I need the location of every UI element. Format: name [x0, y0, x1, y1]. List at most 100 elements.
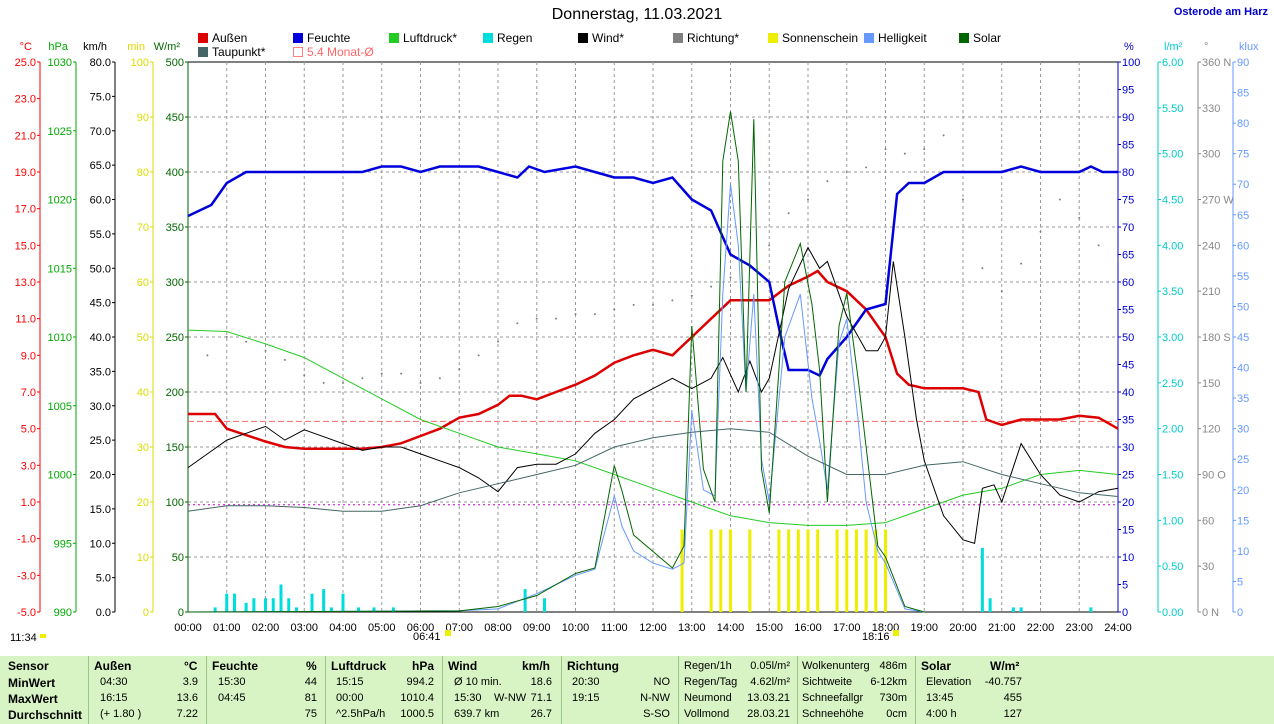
x-tick-label: 04:00 [329, 622, 357, 634]
y-tick-label: 75.0 [90, 91, 111, 103]
legend-label: Regen [497, 31, 533, 45]
stats-cell: 7.22 [176, 708, 198, 720]
y-tick-label: 10 [137, 552, 149, 564]
stats-cell: 04:45 [218, 692, 246, 704]
y-tick-label: 150 [1202, 378, 1220, 390]
y-tick-label: 1.00 [1162, 515, 1183, 527]
y-tick-label: 60.0 [90, 195, 111, 207]
sunrise-marker: 06:41 [413, 631, 441, 643]
series-line-solar [187, 111, 925, 613]
y-tick-label: 40.0 [90, 332, 111, 344]
y-tick-label: 50 [137, 332, 149, 344]
y-tick-label: 10 [1122, 552, 1134, 564]
legend-item: Richtung* [673, 31, 739, 45]
y-tick-label: 990 [54, 607, 72, 619]
y-tick-label: 80 [1237, 118, 1249, 130]
location-label: Osterode am Harz [1173, 6, 1268, 18]
direction-point [923, 148, 926, 151]
legend-item: Wind* [578, 31, 624, 45]
legend-label: Richtung* [687, 31, 740, 45]
y-tick-label: 995 [54, 538, 72, 550]
y-tick-label: 1000 [48, 470, 72, 482]
rain-bar [523, 589, 527, 612]
y-tick-label: 21.0 [15, 130, 36, 142]
y-tick-label: 19.0 [15, 167, 36, 179]
x-tick-label: 08:00 [484, 622, 512, 634]
x-tick-label: 00:00 [174, 622, 202, 634]
sunset-marker: 18:16 [862, 631, 890, 643]
legend-item: 5.4 Monat-Ø [293, 45, 374, 59]
stats-extra-cell: 730m [879, 692, 907, 704]
legend-label: Sonnenschein [782, 31, 859, 45]
y-tick-label: -3.0 [17, 570, 36, 582]
y-tick-label: 60 [1237, 240, 1249, 252]
stats-cell: 15:15 [336, 676, 364, 688]
sunshine-bar [854, 529, 858, 612]
y-tick-label: 1015 [48, 263, 72, 275]
stats-header-solar: Solar [921, 659, 952, 673]
legend-item: Außen [198, 31, 247, 45]
y-tick-label: 2.00 [1162, 424, 1183, 436]
direction-point [942, 134, 945, 137]
y-tick-label: 500 [166, 57, 184, 69]
y-tick-label: 25 [1237, 454, 1249, 466]
x-tick-label: 18:00 [872, 622, 900, 634]
y-tick-label: 55.0 [90, 229, 111, 241]
y-tick-label: 4.50 [1162, 195, 1183, 207]
y-tick-label: 40 [137, 387, 149, 399]
direction-point [225, 336, 228, 338]
legend-label: 5.4 Monat-Ø [307, 45, 374, 59]
stats-extra-cell: Wolkenunterg [802, 660, 870, 672]
x-tick-label: 03:00 [290, 622, 318, 634]
stats-cell: 15:30 [218, 676, 246, 688]
sunshine-bar [680, 529, 684, 612]
stats-cell: 00:00 [336, 692, 364, 704]
y-tick-label: 5.50 [1162, 103, 1183, 115]
legend-swatch [768, 33, 778, 43]
y-tick-label: 20 [1122, 497, 1134, 509]
y-tick-label: 40 [1237, 363, 1249, 375]
series-line-feuchte [187, 165, 1118, 378]
stats-header-aussen: Außen [94, 659, 132, 673]
y-tick-label: 1005 [48, 401, 72, 413]
y-tick-label: 30 [1202, 561, 1214, 573]
y-tick-label: 15 [1237, 515, 1249, 527]
rain-bar [225, 593, 229, 612]
stats-cell: 26.7 [530, 708, 552, 720]
direction-point [613, 308, 616, 311]
stats-cell: Ø 10 min. [454, 676, 502, 688]
rain-bar [1089, 607, 1093, 612]
legend-item: Sonnenschein [768, 31, 858, 45]
y-tick-label: 10 [1237, 546, 1249, 558]
sunshine-bar [845, 529, 849, 612]
y-tick-label: 60 [137, 277, 149, 289]
y-tick-label: 95 [1122, 85, 1134, 97]
stats-cell: -40.757 [984, 676, 1022, 688]
stats-cell: 1010.4 [400, 692, 434, 704]
y-tick-label: 30 [1237, 424, 1249, 436]
y-tick-label: 25.0 [15, 57, 36, 69]
stats-extra-cell: Regen/Tag [684, 676, 738, 688]
direction-point [884, 148, 887, 151]
y-tick-label: 1025 [48, 126, 72, 138]
y-tick-label: 25.0 [90, 435, 111, 447]
y-tick-label: 75 [1122, 195, 1134, 207]
sunshine-bar [816, 529, 820, 612]
rain-bar [244, 602, 248, 612]
legend-swatch [578, 33, 588, 43]
y-tick-label: 90 [1237, 57, 1249, 69]
stats-cell: (+ 1.80 ) [100, 708, 142, 720]
y-tick-label: 60 [1202, 515, 1214, 527]
direction-point [574, 313, 577, 316]
y-tick-label: 15.0 [15, 240, 36, 252]
rain-bar [1019, 607, 1023, 612]
stats-cell: 13.6 [176, 692, 198, 704]
y-tick-label: 70 [1122, 222, 1134, 234]
stats-extra-cell: Regen/1h [684, 660, 732, 672]
x-tick-label: 05:00 [368, 622, 396, 634]
y-tick-label: 240 [1202, 240, 1220, 252]
y-tick-label: 100 [1122, 57, 1140, 69]
x-tick-label: 13:00 [678, 622, 706, 634]
y-tick-label: 0 [1237, 607, 1243, 619]
direction-point [283, 358, 286, 361]
